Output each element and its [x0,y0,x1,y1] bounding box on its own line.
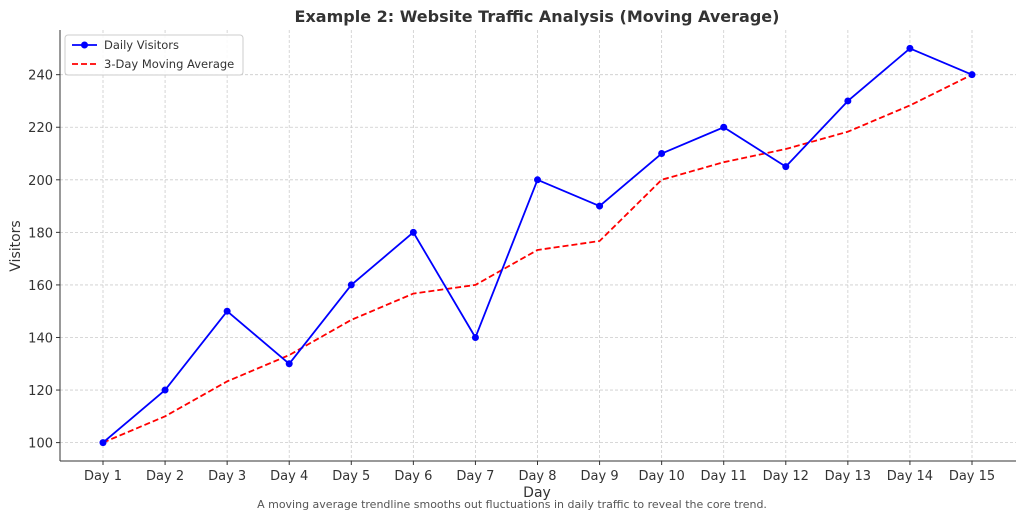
chart-title: Example 2: Website Traffic Analysis (Mov… [295,7,780,26]
x-tick-label: Day 6 [394,469,432,484]
axes: 100 120 140 160 180 200 220 240 Day 1 Day 2 Day 3 D… [28,30,1016,484]
daily-visitors-point [844,97,852,105]
daily-visitors-point [99,439,107,447]
daily-visitors-point [285,360,293,368]
daily-visitors-point [906,44,914,52]
x-tick-label: Day 13 [825,469,871,484]
series [99,44,976,447]
x-tick-label: Day 15 [949,469,995,484]
legend: Daily Visitors 3-Day Moving Average [64,34,244,76]
y-tick-label: 140 [28,331,53,346]
daily-visitors-point [720,123,728,131]
legend-label: 3-Day Moving Average [104,57,234,71]
daily-visitors-point [347,281,355,289]
daily-visitors-point [534,176,541,184]
x-tick-label: Day 3 [208,469,246,484]
legend-box [64,34,244,76]
x-tick-label: Day 14 [887,469,933,484]
y-tick-label: 120 [28,384,53,399]
y-tick-label: 180 [28,226,53,241]
x-tick-label: Day 11 [701,469,747,484]
moving-average-line [102,73,973,444]
daily-visitors-point [161,386,169,394]
x-tick-label: Day 2 [146,469,184,484]
grid [60,30,1016,461]
x-tick-label: Day 1 [84,469,122,484]
daily-visitors-point [968,71,976,79]
daily-visitors-point [409,228,417,236]
daily-visitors-point [223,307,231,315]
daily-visitors-point [782,163,790,171]
y-tick-label: 220 [28,121,53,136]
x-tick-label: Day 4 [270,469,308,484]
legend-label: Daily Visitors [104,38,179,52]
y-tick-label: 200 [28,174,53,189]
x-tick-label: Day 8 [518,469,556,484]
x-tick-label: Day 7 [456,469,494,484]
x-tick-label: Day 12 [763,469,809,484]
daily-visitors-point [596,202,604,210]
x-tick-label: Day 5 [332,469,370,484]
x-tick-label: Day 9 [581,469,619,484]
y-tick-label: 240 [28,69,53,84]
y-axis-label: Visitors [8,220,24,271]
x-axis-label: Day [523,485,551,501]
chart-caption: A moving average trendline smooths out f… [257,498,767,511]
y-tick-label: 160 [28,279,53,294]
legend-marker [81,41,88,49]
daily-visitors-point [658,150,666,158]
y-tick-label: 100 [28,437,53,452]
daily-visitors-point [471,333,479,341]
x-tick-label: Day 10 [638,469,684,484]
